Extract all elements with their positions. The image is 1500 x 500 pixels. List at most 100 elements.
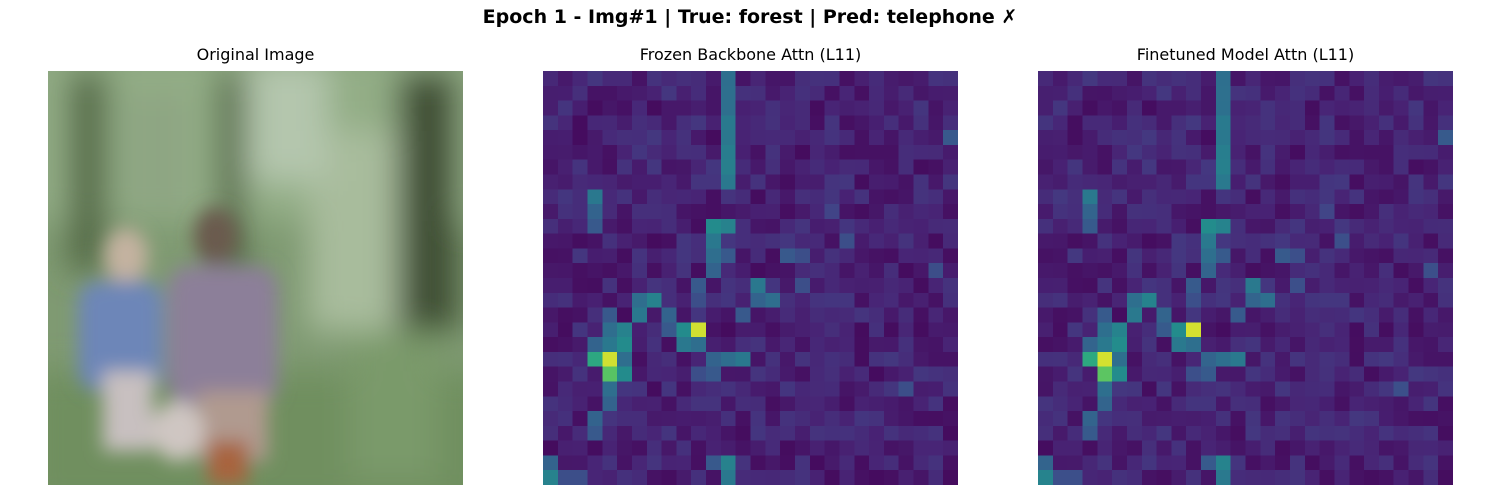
attention-cell [869,381,885,397]
attention-cell [839,115,855,131]
attention-cell [943,411,958,427]
attention-cell [1052,174,1069,190]
attention-cell [839,455,855,471]
attention-cell [824,425,841,442]
attention-cell [1112,307,1128,323]
attention-cell [720,307,737,323]
attention-cell [1082,440,1098,457]
attention-cell [824,130,841,146]
attention-cell [1349,440,1365,457]
attention-cell [557,233,574,250]
attention-cell [750,248,766,264]
attention-cell [587,337,603,353]
attention-cell [1141,100,1158,116]
attention-cell [1349,263,1365,279]
attention-cell [898,130,915,146]
attention-cell [1275,263,1291,279]
attention-cell [824,292,841,309]
attention-cell [557,425,574,442]
attention-cell [943,100,958,116]
attention-cell [1438,425,1453,442]
attention-cell [1067,85,1084,102]
attention-cell [839,218,855,235]
attention-cell [1408,337,1424,353]
attention-cell [1067,218,1084,235]
attention-cell [691,322,707,338]
attention-cell [1408,130,1424,146]
attention-cell [1052,100,1069,116]
attention-cell [1126,455,1143,471]
attention-cell [1156,204,1172,220]
attention-cell [1408,115,1424,131]
attention-cell [898,292,915,309]
attention-cell [646,159,663,176]
attention-cell [661,218,677,235]
attention-cell [1319,470,1336,485]
attention-cell [1423,144,1439,161]
attention-cell [1275,204,1291,220]
attention-cell [1082,366,1098,383]
attention-cell [572,189,589,205]
attention-cell [943,218,958,235]
attention-cell [1126,100,1143,116]
attention-cell [720,455,737,471]
attention-cell [631,204,648,220]
attention-cell [794,292,811,309]
attention-cell [1171,204,1187,220]
attention-cell [617,263,633,279]
attention-cell [1423,366,1439,383]
attention-cell [794,425,811,442]
attention-cell [854,85,870,102]
attention-cell [1423,263,1439,279]
attention-cell [735,470,752,485]
attention-cell [898,233,915,250]
attention-cell [1304,337,1321,353]
attention-cell [676,248,692,264]
attention-cell [631,218,648,235]
attention-cell [543,455,559,471]
attention-cell [765,322,781,338]
attention-cell [617,204,633,220]
attention-cell [1097,396,1113,412]
attention-cell [943,381,958,397]
attention-cell [750,278,766,294]
attention-cell [1126,440,1143,457]
attention-cell [646,248,663,264]
attention-cell [883,307,900,323]
attention-cell [913,307,929,323]
attention-cell [883,174,900,190]
attention-cell [1097,440,1113,457]
attention-cell [691,144,707,161]
attention-cell [557,263,574,279]
attention-cell [1275,351,1291,368]
attention-cell [1141,218,1158,235]
attention-cell [1112,278,1128,294]
attention-cell [617,218,633,235]
attention-cell [1423,100,1439,116]
attention-cell [1408,71,1424,87]
attention-cell [839,366,855,383]
attention-cell [735,351,752,368]
attention-cell [602,115,618,131]
attention-cell [661,366,677,383]
attention-cell [839,307,855,323]
attention-cell [1349,307,1365,323]
attention-cell [1156,470,1172,485]
attention-cell [1186,425,1202,442]
attention-cell [1364,381,1380,397]
attention-cell [691,71,707,87]
attention-cell [1334,263,1350,279]
attention-cell [1097,263,1113,279]
attention-cell [1082,411,1098,427]
attention-cell [839,130,855,146]
attention-cell [1141,381,1158,397]
attention-cell [883,381,900,397]
attention-cell [1245,85,1261,102]
attention-cell [1393,174,1410,190]
attention-cell [1156,115,1172,131]
attention-cell [617,322,633,338]
attention-cell [1408,144,1424,161]
attention-cell [661,233,677,250]
attention-cell [780,440,796,457]
attention-cell [869,470,885,485]
